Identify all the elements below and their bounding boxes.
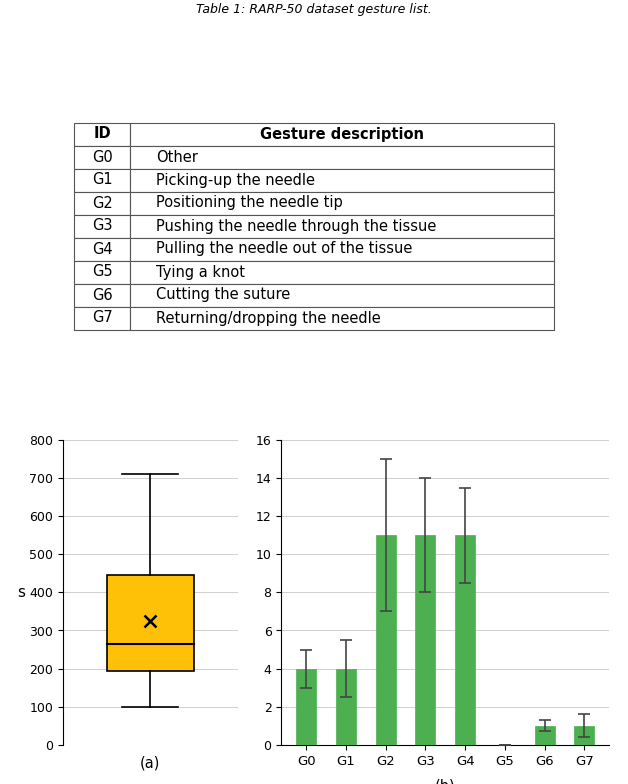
Bar bbox=[575, 726, 594, 745]
Text: Table 1: RARP-50 dataset gesture list.: Table 1: RARP-50 dataset gesture list. bbox=[196, 2, 432, 16]
X-axis label: (a): (a) bbox=[140, 756, 160, 771]
FancyBboxPatch shape bbox=[107, 575, 194, 670]
Y-axis label: s: s bbox=[17, 585, 24, 600]
Bar bbox=[534, 726, 555, 745]
Bar bbox=[296, 669, 316, 745]
Bar bbox=[416, 535, 435, 745]
Bar bbox=[336, 669, 356, 745]
X-axis label: (b): (b) bbox=[435, 779, 455, 784]
Bar bbox=[455, 535, 475, 745]
Bar bbox=[376, 535, 396, 745]
